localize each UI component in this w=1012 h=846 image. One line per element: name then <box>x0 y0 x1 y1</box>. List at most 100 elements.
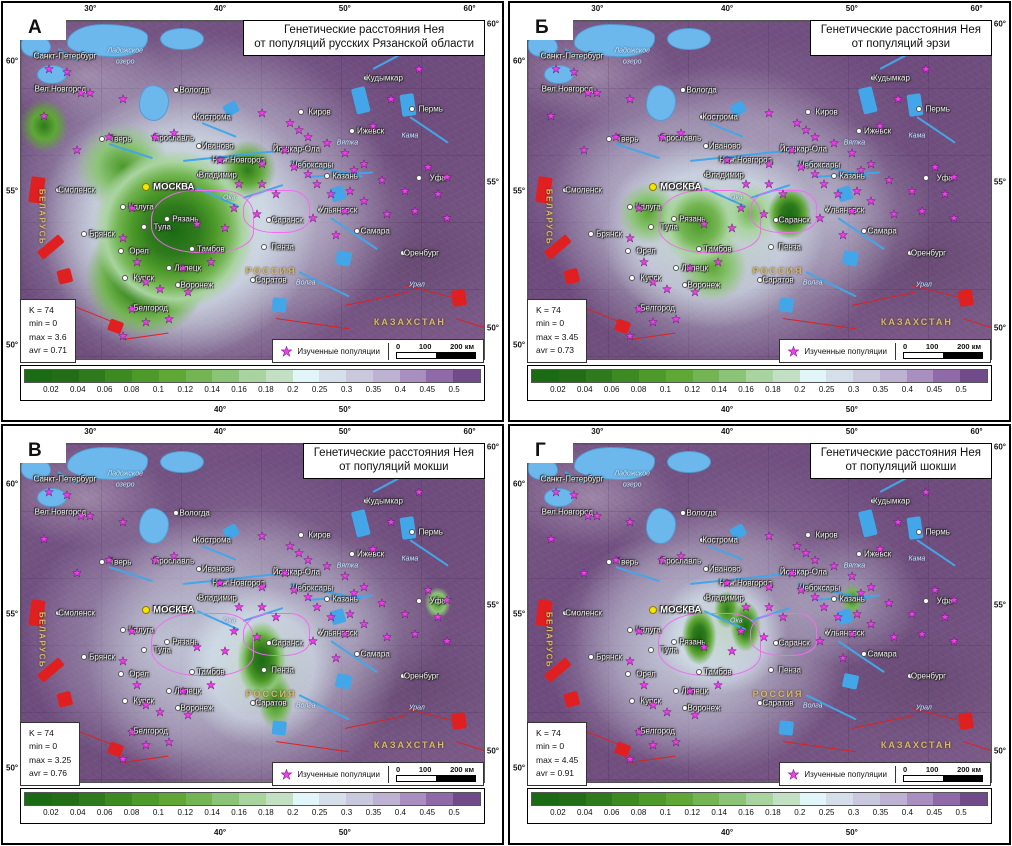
population-star-marker[interactable] <box>256 175 267 189</box>
population-star-marker[interactable] <box>289 158 300 172</box>
population-star-marker[interactable] <box>62 64 73 77</box>
population-star-marker[interactable] <box>791 538 802 551</box>
population-star-marker[interactable] <box>256 155 267 169</box>
population-star-marker[interactable] <box>800 121 811 135</box>
population-star-marker[interactable] <box>127 622 138 635</box>
population-star-marker[interactable] <box>340 202 351 216</box>
population-star-marker[interactable] <box>814 632 825 646</box>
population-star-marker[interactable] <box>117 91 128 104</box>
population-star-marker[interactable] <box>400 605 411 619</box>
population-star-marker[interactable] <box>312 175 323 189</box>
population-star-marker[interactable] <box>367 541 378 554</box>
population-star-marker[interactable] <box>441 209 452 223</box>
population-star-marker[interactable] <box>349 585 360 598</box>
population-star-marker[interactable] <box>414 60 425 74</box>
population-star-marker[interactable] <box>76 84 87 98</box>
population-star-marker[interactable] <box>689 284 700 297</box>
population-star-marker[interactable] <box>671 734 682 747</box>
population-star-marker[interactable] <box>856 585 867 598</box>
population-star-marker[interactable] <box>386 91 397 104</box>
population-star-marker[interactable] <box>865 578 876 592</box>
population-star-marker[interactable] <box>252 206 263 219</box>
population-star-marker[interactable] <box>698 216 709 229</box>
population-star-marker[interactable] <box>833 186 844 199</box>
population-star-marker[interactable] <box>907 182 918 196</box>
population-star-marker[interactable] <box>671 311 682 324</box>
population-star-marker[interactable] <box>888 206 899 219</box>
population-star-marker[interactable] <box>712 676 723 690</box>
population-star-marker[interactable] <box>763 598 774 612</box>
population-star-marker[interactable] <box>569 64 580 77</box>
population-star-marker[interactable] <box>117 514 128 527</box>
population-star-marker[interactable] <box>62 487 73 500</box>
population-star-marker[interactable] <box>103 128 114 141</box>
panel-d-map[interactable]: БЕЛАРУСЬ РОССИЯ КАЗАХСТАН Санкт-Петербург Ве… <box>527 443 992 783</box>
population-star-marker[interactable] <box>828 558 839 571</box>
population-star-marker[interactable] <box>638 676 649 690</box>
population-star-marker[interactable] <box>796 581 807 595</box>
population-star-marker[interactable] <box>828 135 839 148</box>
population-star-marker[interactable] <box>344 182 355 196</box>
population-star-marker[interactable] <box>810 551 821 564</box>
population-star-marker[interactable] <box>647 314 659 327</box>
population-star-marker[interactable] <box>432 186 443 199</box>
population-star-marker[interactable] <box>219 642 230 656</box>
population-star-marker[interactable] <box>647 273 659 287</box>
population-star-marker[interactable] <box>610 128 621 141</box>
population-star-marker[interactable] <box>441 169 452 182</box>
population-star-marker[interactable] <box>726 219 737 233</box>
population-star-marker[interactable] <box>851 605 862 619</box>
population-star-marker[interactable] <box>763 175 774 189</box>
population-star-marker[interactable] <box>800 544 811 558</box>
population-star-marker[interactable] <box>907 605 918 619</box>
population-star-marker[interactable] <box>321 558 332 571</box>
population-star-marker[interactable] <box>178 683 189 696</box>
population-star-marker[interactable] <box>624 750 635 764</box>
population-star-marker[interactable] <box>833 609 844 622</box>
population-star-marker[interactable] <box>777 186 788 199</box>
population-star-marker[interactable] <box>205 253 216 267</box>
population-star-marker[interactable] <box>330 226 341 240</box>
population-star-marker[interactable] <box>205 676 216 690</box>
population-star-marker[interactable] <box>131 253 142 267</box>
population-star-marker[interactable] <box>712 253 723 267</box>
population-star-marker[interactable] <box>85 507 96 521</box>
population-star-marker[interactable] <box>71 565 82 578</box>
population-star-marker[interactable] <box>921 483 932 497</box>
population-star-marker[interactable] <box>168 548 179 561</box>
population-star-marker[interactable] <box>103 551 114 564</box>
population-star-marker[interactable] <box>168 125 179 138</box>
population-star-marker[interactable] <box>312 598 323 612</box>
population-star-marker[interactable] <box>685 260 696 273</box>
population-star-marker[interactable] <box>367 118 378 131</box>
population-star-marker[interactable] <box>685 683 696 696</box>
population-star-marker[interactable] <box>893 91 904 104</box>
population-star-marker[interactable] <box>874 118 885 131</box>
population-star-marker[interactable] <box>847 145 858 158</box>
population-star-marker[interactable] <box>303 588 314 602</box>
population-star-marker[interactable] <box>634 622 645 635</box>
population-star-marker[interactable] <box>624 229 635 243</box>
population-star-marker[interactable] <box>675 548 686 561</box>
population-star-marker[interactable] <box>400 182 411 196</box>
population-star-marker[interactable] <box>583 84 594 98</box>
population-star-marker[interactable] <box>740 598 751 612</box>
population-star-marker[interactable] <box>377 595 388 608</box>
population-star-marker[interactable] <box>441 592 452 605</box>
population-star-marker[interactable] <box>647 696 659 710</box>
population-star-marker[interactable] <box>759 629 770 642</box>
population-star-marker[interactable] <box>256 104 267 118</box>
population-star-marker[interactable] <box>837 649 848 663</box>
population-star-marker[interactable] <box>71 142 82 155</box>
population-star-marker[interactable] <box>661 280 672 294</box>
population-star-marker[interactable] <box>661 703 672 717</box>
population-star-marker[interactable] <box>219 219 230 233</box>
population-star-marker[interactable] <box>307 209 318 223</box>
population-star-marker[interactable] <box>423 158 434 172</box>
panel-b-map[interactable]: БЕЛАРУСЬ РОССИЯ КАЗАХСТАН Санкт-Петербург Ве… <box>527 20 992 360</box>
population-star-marker[interactable] <box>344 605 355 619</box>
population-star-marker[interactable] <box>763 104 774 118</box>
population-star-marker[interactable] <box>786 142 797 155</box>
population-star-marker[interactable] <box>930 158 941 172</box>
population-star-marker[interactable] <box>735 622 746 635</box>
